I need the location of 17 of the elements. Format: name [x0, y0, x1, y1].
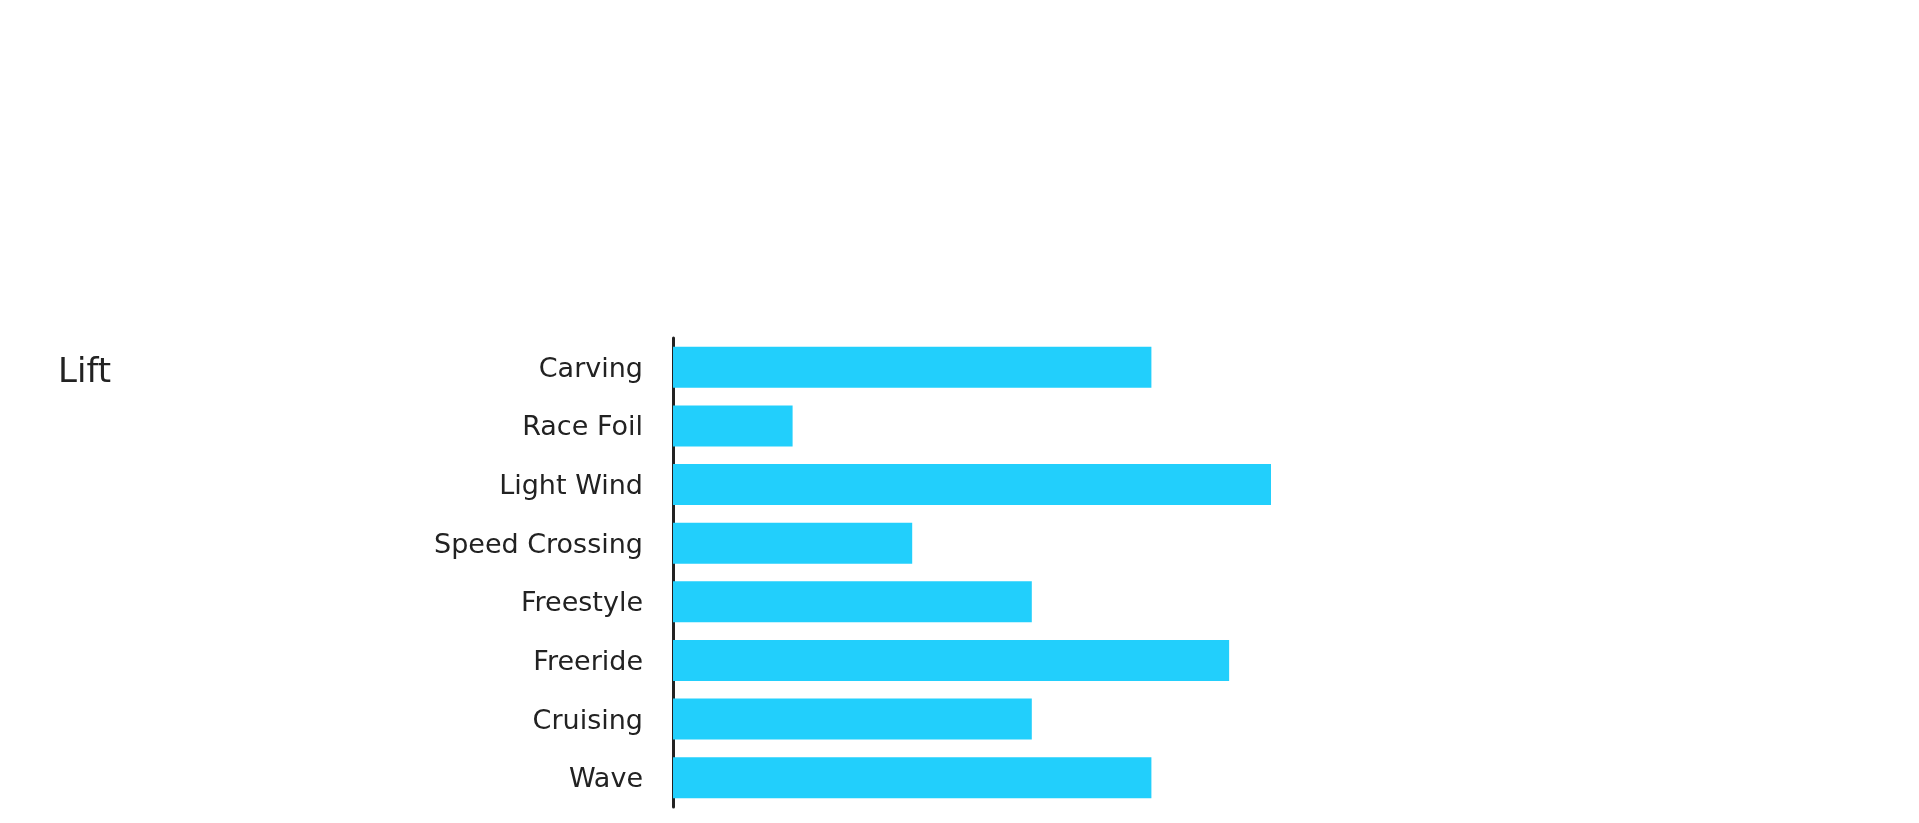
bar [673, 405, 793, 447]
y-tick-label: Wave [568, 762, 643, 794]
y-tick-label: Speed Crossing [434, 527, 643, 559]
text: Lift [58, 350, 112, 390]
y-tick-label: Cruising [532, 703, 643, 735]
bar [673, 757, 1152, 799]
y-tick-label: Light Wind [499, 469, 643, 501]
bar [673, 464, 1271, 506]
bar [673, 581, 1032, 623]
y-tick-label: Carving [538, 351, 643, 383]
bar [673, 346, 1152, 388]
y-tick-label: Race Foil [522, 410, 643, 442]
bar [673, 698, 1032, 740]
bar [673, 639, 1230, 681]
bar [673, 522, 913, 564]
y-tick-label: Freeride [533, 644, 643, 676]
y-tick-label: Freestyle [520, 586, 643, 618]
